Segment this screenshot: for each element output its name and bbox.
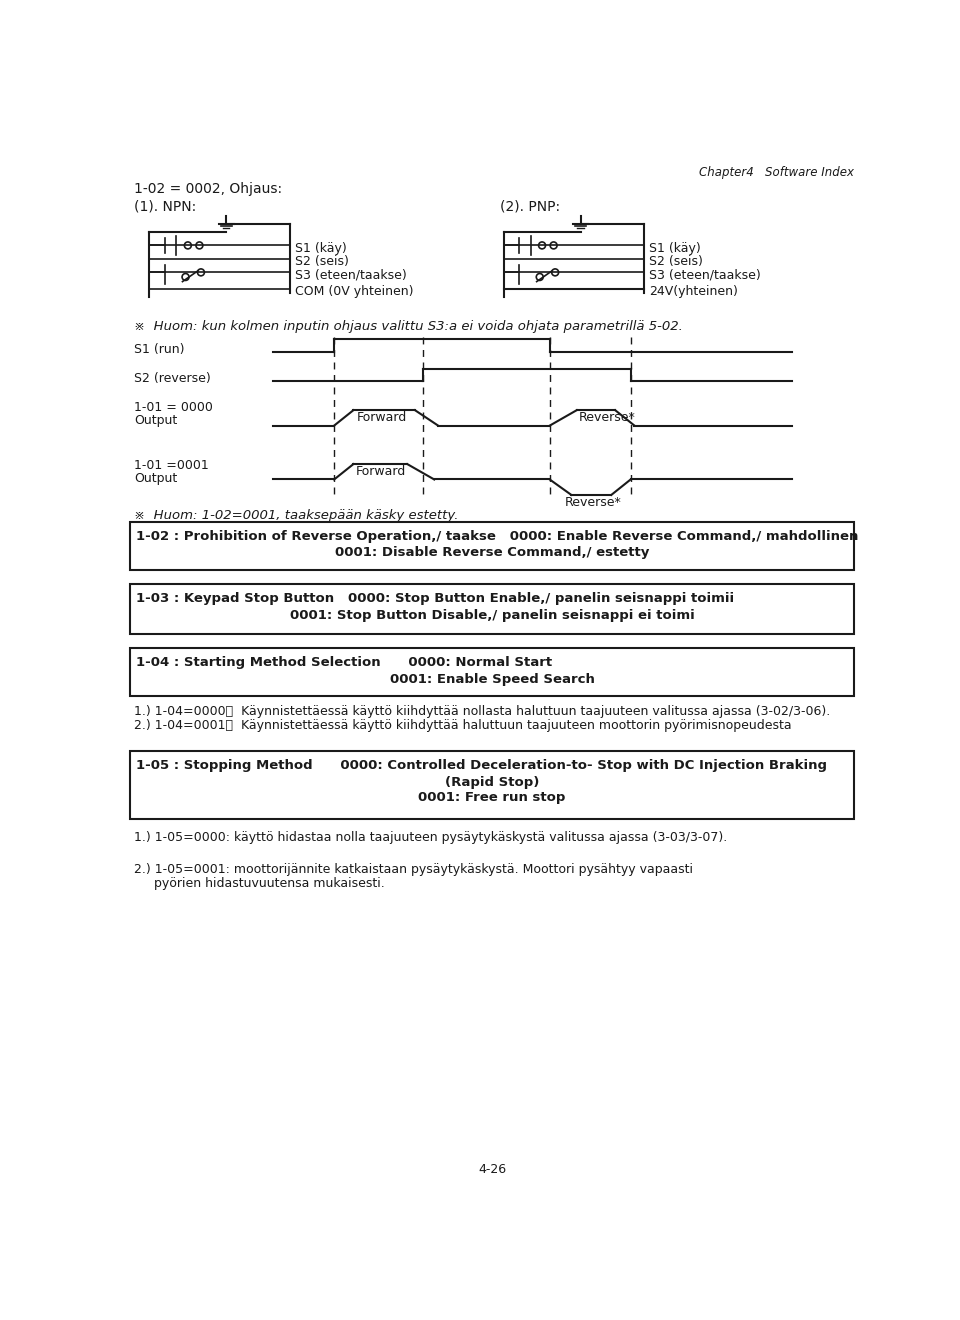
- Text: Output: Output: [134, 471, 178, 484]
- Text: S2 (seis): S2 (seis): [295, 255, 348, 268]
- Circle shape: [550, 242, 557, 249]
- Text: Forward: Forward: [357, 411, 407, 424]
- Text: S1 (käy): S1 (käy): [295, 242, 347, 255]
- Text: Chapter4   Software Index: Chapter4 Software Index: [699, 166, 853, 180]
- Text: 0001: Free run stop: 0001: Free run stop: [419, 792, 565, 804]
- Text: 1-01 = 0000: 1-01 = 0000: [134, 401, 213, 414]
- Text: 1-02 : Prohibition of Reverse Operation,/ taakse   0000: Enable Reverse Command,: 1-02 : Prohibition of Reverse Operation,…: [136, 529, 858, 543]
- Circle shape: [537, 273, 543, 280]
- Text: S1 (run): S1 (run): [134, 343, 184, 356]
- Text: COM (0V yhteinen): COM (0V yhteinen): [295, 285, 414, 298]
- Circle shape: [196, 242, 203, 249]
- Circle shape: [182, 273, 189, 280]
- Text: 0001: Enable Speed Search: 0001: Enable Speed Search: [390, 673, 594, 686]
- Circle shape: [184, 242, 191, 249]
- Text: 2.) 1-05=0001: moottorijännite katkaistaan pysäytykäskystä. Moottori pysähtyy va: 2.) 1-05=0001: moottorijännite katkaista…: [134, 863, 693, 876]
- Text: (Rapid Stop): (Rapid Stop): [444, 776, 540, 789]
- Text: 1-05 : Stopping Method      0000: Controlled Deceleration-to- Stop with DC Injec: 1-05 : Stopping Method 0000: Controlled …: [136, 759, 828, 772]
- Text: S2 (seis): S2 (seis): [649, 255, 703, 268]
- Text: (2). PNP:: (2). PNP:: [500, 199, 560, 214]
- Text: 4-26: 4-26: [478, 1163, 506, 1176]
- Text: 24V(yhteinen): 24V(yhteinen): [649, 285, 738, 298]
- Text: 1-02 = 0002, Ohjaus:: 1-02 = 0002, Ohjaus:: [134, 182, 282, 195]
- Text: Reverse*: Reverse*: [565, 496, 622, 510]
- Text: S3 (eteen/taakse): S3 (eteen/taakse): [649, 268, 761, 281]
- Text: 1-01 =0001: 1-01 =0001: [134, 459, 208, 471]
- Text: 1.) 1-04=0000：  Käynnistettäessä käyttö kiihdyttää nollasta haluttuun taajuuteen: 1.) 1-04=0000： Käynnistettäessä käyttö k…: [134, 705, 830, 718]
- Text: 0001: Disable Reverse Command,/ estetty: 0001: Disable Reverse Command,/ estetty: [335, 546, 649, 560]
- Text: S1 (käy): S1 (käy): [649, 242, 701, 255]
- Circle shape: [198, 269, 204, 276]
- Text: S2 (reverse): S2 (reverse): [134, 372, 210, 384]
- Text: 1-03 : Keypad Stop Button   0000: Stop Button Enable,/ panelin seisnappi toimii: 1-03 : Keypad Stop Button 0000: Stop But…: [136, 591, 734, 605]
- Circle shape: [552, 269, 559, 276]
- Circle shape: [539, 242, 545, 249]
- Text: pyörien hidastuvuutensa mukaisesti.: pyörien hidastuvuutensa mukaisesti.: [134, 876, 385, 890]
- Text: 1.) 1-05=0000: käyttö hidastaa nolla taajuuteen pysäytykäskystä valitussa ajassa: 1.) 1-05=0000: käyttö hidastaa nolla taa…: [134, 830, 728, 843]
- Text: 2.) 1-04=0001：  Käynnistettäessä käyttö kiihdyttää haluttuun taajuuteen moottori: 2.) 1-04=0001： Käynnistettäessä käyttö k…: [134, 719, 792, 733]
- Text: ※  Huom: kun kolmen inputin ohjaus valittu S3:a ei voida ohjata parametrillä 5-0: ※ Huom: kun kolmen inputin ohjaus valitt…: [134, 321, 683, 333]
- Text: Forward: Forward: [356, 465, 406, 478]
- Text: 0001: Stop Button Disable,/ panelin seisnappi ei toimi: 0001: Stop Button Disable,/ panelin seis…: [290, 609, 694, 622]
- Text: (1). NPN:: (1). NPN:: [134, 199, 196, 214]
- Text: Reverse*: Reverse*: [579, 411, 636, 424]
- Text: Output: Output: [134, 414, 178, 428]
- Text: ※  Huom: 1-02=0001, taaksepään käsky estetty.: ※ Huom: 1-02=0001, taaksepään käsky este…: [134, 508, 459, 521]
- Text: S3 (eteen/taakse): S3 (eteen/taakse): [295, 268, 407, 281]
- Text: 1-04 : Starting Method Selection      0000: Normal Start: 1-04 : Starting Method Selection 0000: N…: [136, 656, 552, 669]
